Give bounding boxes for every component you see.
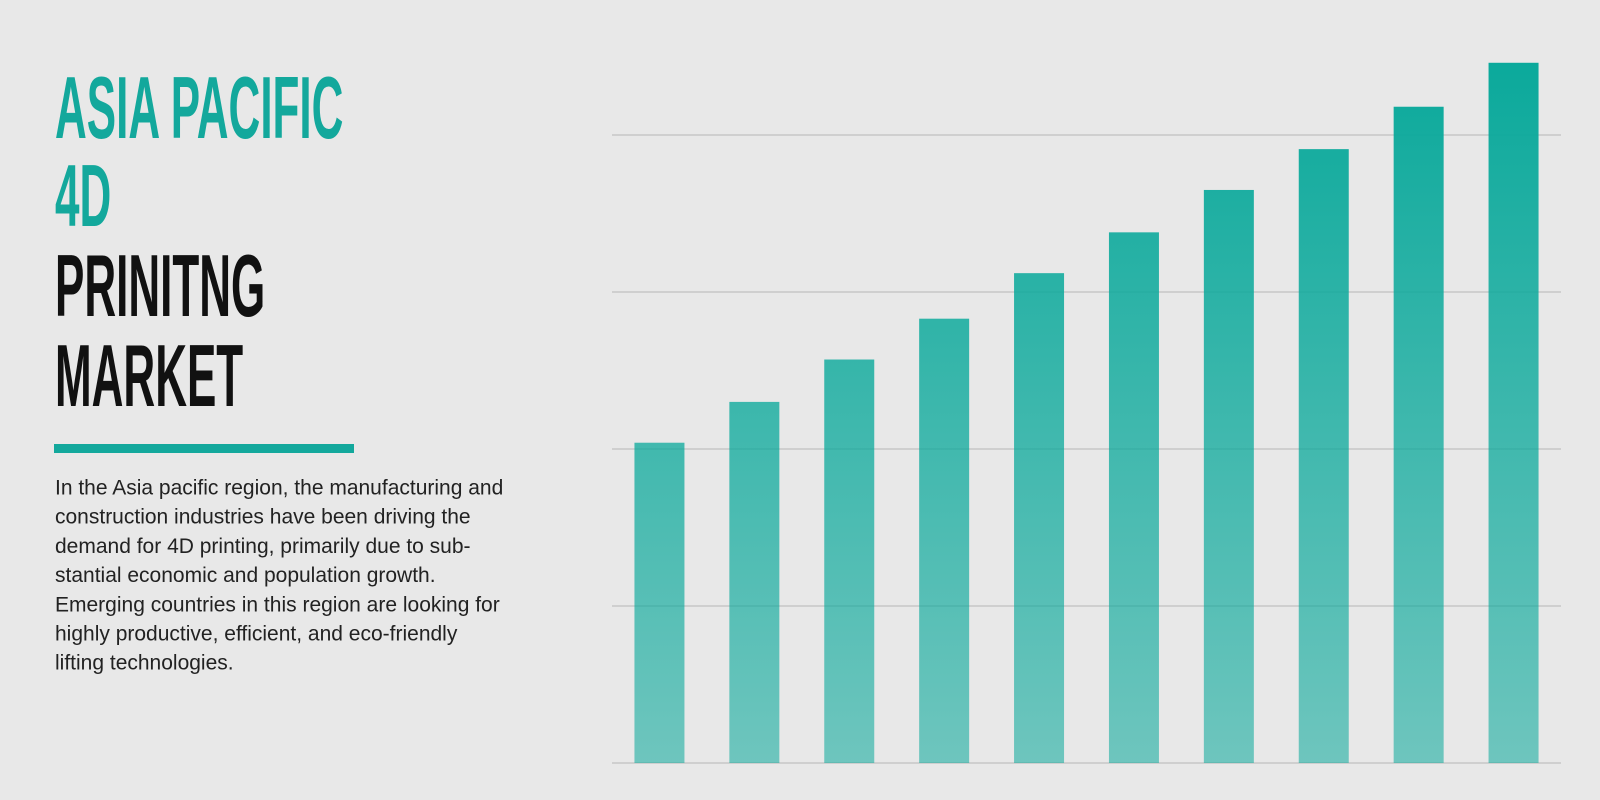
title-line: ASIA PACIFIC (55, 58, 343, 157)
description-line: construction industries have been drivin… (55, 506, 471, 529)
bar (1108, 232, 1159, 764)
description-line: Emerging countries in this region are lo… (55, 593, 500, 616)
title-line: 4D (55, 146, 111, 245)
title-block: ASIA PACIFIC 4D PRINITNG MARKET (55, 58, 343, 425)
bar (919, 318, 970, 763)
bar (824, 359, 875, 763)
bar (634, 442, 685, 763)
bar (729, 401, 780, 763)
title-line: MARKET (55, 326, 243, 425)
title-line: PRINITNG (55, 236, 265, 335)
description-line: stantial economic and population growth. (55, 564, 436, 587)
description-line: lifting technologies. (55, 652, 234, 675)
description-line: In the Asia pacific region, the manufact… (55, 477, 503, 500)
bar (1393, 106, 1444, 764)
chart (612, 62, 1561, 764)
description-line: highly productive, efficient, and eco-fr… (55, 623, 458, 646)
description: In the Asia pacific region, the manufact… (55, 477, 503, 675)
bar (1203, 189, 1254, 763)
description-line: demand for 4D printing, primarily due to… (55, 535, 471, 558)
bar (1488, 62, 1539, 763)
title-underline (54, 444, 354, 453)
bar (1014, 273, 1065, 763)
bar (1298, 149, 1349, 763)
